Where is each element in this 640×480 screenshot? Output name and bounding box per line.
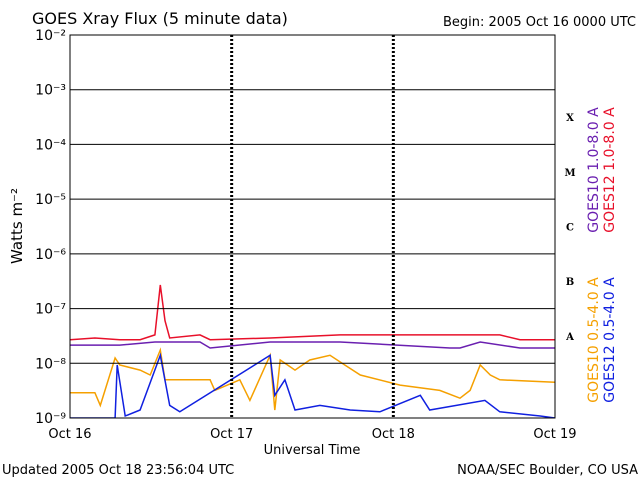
y-tick-label: 10⁻⁶	[35, 247, 66, 263]
legend-entry: GOES10 1.0-8.0 A	[586, 107, 602, 233]
footer-right: NOAA/SEC Boulder, CO USA	[457, 463, 638, 478]
y-tick-label: 10⁻⁸	[35, 356, 66, 372]
chart-title: GOES Xray Flux (5 minute data)	[32, 9, 288, 28]
footer-left: Updated 2005 Oct 18 23:56:04 UTC	[2, 463, 234, 478]
x-axis-label: Universal Time	[264, 443, 361, 458]
class-label: M	[564, 168, 575, 179]
chart-subtitle: Begin: 2005 Oct 16 0000 UTC	[443, 15, 636, 30]
class-label: C	[566, 223, 574, 234]
class-label: A	[565, 332, 574, 343]
legend-entry: GOES12 1.0-8.0 A	[602, 107, 618, 233]
y-tick-label: 10⁻⁴	[35, 137, 66, 153]
data-line	[70, 347, 555, 411]
y-tick-label: 10⁻⁷	[35, 302, 66, 318]
plot-area	[70, 284, 555, 418]
y-axis-label: Watts m⁻²	[8, 188, 26, 264]
x-tick-label: Oct 16	[48, 427, 91, 442]
x-tick-label: Oct 18	[372, 427, 415, 442]
x-tick-label: Oct 19	[533, 427, 576, 442]
x-tick-label: Oct 17	[210, 427, 253, 442]
class-label: X	[566, 113, 574, 124]
data-line	[70, 284, 555, 341]
data-line	[70, 352, 555, 418]
y-tick-label: 10⁻⁹	[35, 411, 66, 427]
y-tick-label: 10⁻⁵	[35, 192, 66, 208]
legend-entry: GOES10 0.5-4.0 A	[586, 277, 602, 403]
data-line	[70, 341, 555, 349]
y-tick-label: 10⁻³	[35, 83, 66, 99]
class-label: B	[566, 277, 574, 288]
y-tick-label: 10⁻²	[35, 28, 66, 44]
legend-entry: GOES12 0.5-4.0 A	[602, 277, 618, 403]
